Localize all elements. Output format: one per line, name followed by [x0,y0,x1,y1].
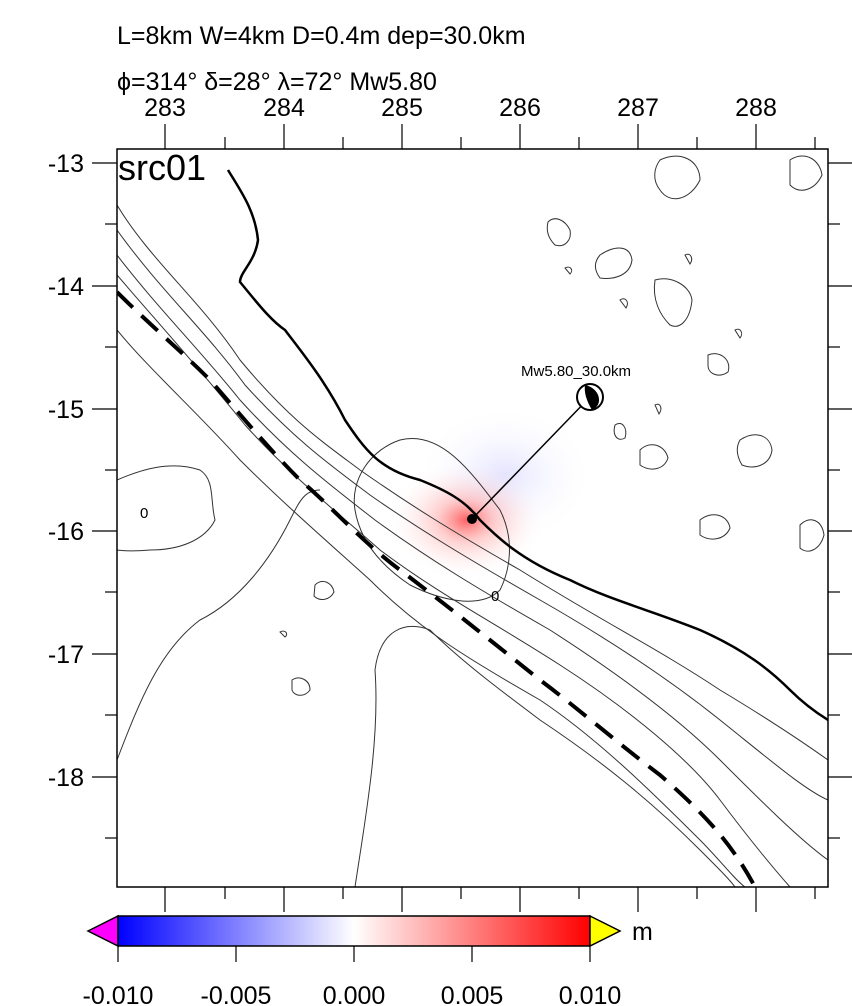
focal-mechanism-beachball [576,383,604,411]
contour-label-zero-west: 0 [140,505,148,522]
y-tick-label: -15 [48,396,84,424]
header-line-2: ϕ=314° δ=28° λ=72° Mw5.80 [117,68,437,96]
x-tick-label: 285 [381,94,423,122]
colorbar-gradient [117,915,591,947]
header-line-1: L=8km W=4km D=0.4m dep=30.0km [117,22,526,50]
y-tick-label: -16 [48,518,84,546]
x-tick-label: 286 [499,94,541,122]
colorbar-tick-label: 0.000 [323,982,386,1006]
x-tick-label: 284 [263,94,305,122]
y-tick-label: -17 [48,641,84,669]
colorbar-tick-label: -0.005 [201,982,272,1006]
trench-line [117,290,757,887]
panel-label: src01 [118,147,206,188]
colorbar-unit: m [632,918,653,946]
colorbar-tick-label: 0.010 [559,982,622,1006]
colorbar-tick-label: -0.010 [83,982,154,1006]
panel-label-bg [117,149,225,189]
bathymetry-contours [117,155,828,887]
y-tick-label: -14 [48,273,84,301]
colorbar: m -0.010 -0.005 0.000 0.005 0.010 [83,914,653,1006]
source-link-line [471,396,591,520]
contour-label-zero-east: 0 [491,588,499,605]
epicenter-marker [467,514,477,524]
y-tick-label: -18 [48,764,84,792]
tick-marks [92,124,852,912]
x-tick-labels: 283 284 285 286 287 288 [144,94,777,122]
coastline [226,169,828,722]
y-tick-labels: -13 -14 -15 -16 -17 -18 [48,150,84,792]
x-tick-label: 283 [144,94,186,122]
y-tick-label: -13 [48,150,84,178]
x-tick-label: 287 [617,94,659,122]
map-area: Mw5.80_30.0km 0 0 [117,155,828,887]
x-tick-label: 288 [735,94,777,122]
colorbar-tick-label: 0.005 [441,982,504,1006]
colorbar-overflow-triangle [589,914,622,948]
colorbar-underflow-triangle [86,914,119,948]
map-frame [116,148,829,888]
deformation-red-lobe [386,460,546,580]
source-label: Mw5.80_30.0km [521,363,631,380]
